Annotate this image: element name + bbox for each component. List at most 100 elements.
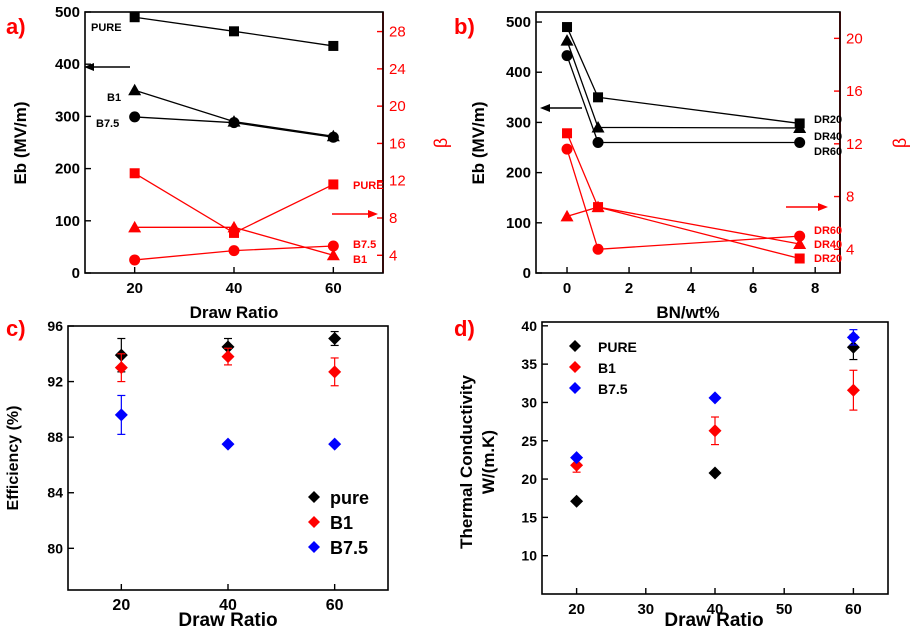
- data-point-pure: [328, 332, 342, 346]
- data-point-b7-5: [221, 437, 235, 451]
- x-tick-label: 20: [568, 601, 585, 618]
- y2-tick-label: 12: [389, 173, 406, 190]
- legend-label-b1: B1: [330, 513, 353, 533]
- y-tick-label: 96: [47, 318, 63, 334]
- series-line-dr40: [566, 40, 800, 129]
- panel-a-frame: [84, 11, 384, 274]
- data-point-dr40: [591, 120, 605, 133]
- y-tick-label: 100: [506, 215, 531, 232]
- data-point-dr60: [561, 50, 573, 62]
- series-line-b1: [134, 89, 334, 137]
- panel-label-c: c): [6, 316, 26, 341]
- panel-label-d: d): [454, 316, 475, 341]
- data-point-b7-5: [328, 437, 342, 451]
- data-point-b1: [221, 350, 235, 364]
- label-b7-5: B7.5: [96, 118, 119, 130]
- panel-d: d) 20 30 40 50 60 10 15 20 25 30 35 40 Draw Ratio T…: [454, 316, 889, 631]
- legend-marker-pure: [569, 340, 581, 352]
- y2-tick-label: 12: [846, 136, 863, 153]
- data-point-b1: [846, 383, 860, 397]
- data-point-b1: [114, 361, 128, 375]
- x-tick-label: 6: [749, 280, 757, 297]
- label-b7-5-beta: B7.5: [353, 239, 376, 251]
- series-line-dr60: [566, 148, 800, 250]
- panel-a-xlabel: Draw Ratio: [190, 303, 279, 322]
- data-point-b1: [326, 248, 340, 261]
- legend-marker-b7-5: [569, 382, 581, 394]
- panel-b-plot: 0 2 4 6 8 0 100 200 300 400 500 4 8 12 16 20: [506, 12, 863, 297]
- y2-tick-label: 16: [389, 135, 406, 152]
- y2-tick-label: 20: [389, 98, 406, 115]
- label-b1: B1: [107, 92, 121, 104]
- panel-d-ylabel-line2: W/(m.K): [479, 430, 498, 494]
- label-dr60: DR60: [814, 146, 842, 158]
- data-point-b7-5: [570, 451, 584, 465]
- y-tick-label: 25: [521, 433, 537, 449]
- panel-c-legend: pure B1 B7.5: [308, 488, 369, 558]
- data-point-pure: [129, 12, 140, 23]
- y-tick-label: 20: [521, 471, 537, 487]
- y-tick-label: 500: [506, 14, 531, 31]
- y2-tick-label: 24: [389, 61, 406, 78]
- x-tick-label: 40: [226, 280, 243, 297]
- data-point-b7-5: [129, 111, 141, 123]
- y2-tick-label: 8: [846, 189, 854, 206]
- data-point-dr40: [793, 121, 807, 133]
- data-point-pure: [328, 40, 339, 51]
- left-axis-arrow: [540, 104, 582, 112]
- data-point-b1: [128, 83, 142, 96]
- data-point-pure: [129, 168, 140, 179]
- label-dr20-beta: DR20: [814, 253, 842, 265]
- data-point-dr40: [560, 34, 574, 46]
- panel-d-plot: 20 30 40 50 60 10 15 20 25 30 35 40: [521, 318, 861, 618]
- panel-b-y2label: β: [890, 138, 910, 148]
- panel-d-legend: PURE B1 B7.5: [569, 339, 637, 397]
- y-tick-label: 30: [521, 394, 537, 410]
- data-point-pure: [708, 466, 722, 480]
- left-axis-arrow: [84, 63, 130, 71]
- x-tick-label: 8: [811, 280, 819, 297]
- panel-b-xlabel: BN/wt%: [656, 303, 719, 322]
- data-point-b1: [570, 458, 584, 472]
- y-tick-label: 500: [55, 4, 80, 21]
- data-point-dr20: [562, 128, 573, 139]
- y-tick-label: 92: [47, 374, 63, 390]
- series-line-dr20: [566, 26, 800, 125]
- data-point-b1: [128, 220, 142, 233]
- legend-marker-pure: [308, 491, 320, 503]
- label-dr20: DR20: [814, 114, 842, 126]
- panel-b-frame: [535, 11, 841, 274]
- data-point-dr60: [592, 243, 604, 255]
- data-point-b7-5: [327, 240, 339, 252]
- y-tick-label: 300: [506, 114, 531, 131]
- data-point-dr20: [562, 22, 573, 33]
- label-pure-beta: PURE: [353, 180, 384, 192]
- label-pure: PURE: [91, 22, 122, 34]
- y-tick-label: 400: [506, 64, 531, 81]
- data-point-pure: [846, 340, 860, 354]
- label-dr40-beta: DR40: [814, 239, 842, 251]
- data-point-pure: [570, 494, 584, 508]
- legend-marker-b7-5: [308, 541, 320, 553]
- data-point-pure: [328, 179, 339, 190]
- data-point-pure: [229, 227, 239, 238]
- y-tick-label: 35: [521, 356, 537, 372]
- x-tick-label: 0: [563, 280, 571, 297]
- y-tick-label: 100: [55, 213, 80, 230]
- data-point-b7-5: [708, 391, 722, 405]
- data-point-dr40: [591, 200, 605, 213]
- data-point-b7-5: [228, 245, 240, 257]
- x-tick-label: 2: [625, 280, 633, 297]
- legend-label-pure: PURE: [598, 339, 637, 355]
- y-tick-label: 0: [72, 265, 80, 282]
- label-dr40: DR40: [814, 131, 842, 143]
- data-point-dr20: [593, 92, 604, 103]
- x-tick-label: 20: [126, 280, 143, 297]
- y-tick-label: 80: [47, 540, 63, 556]
- data-point-b7-5: [846, 330, 860, 344]
- data-point-b7-5: [327, 131, 339, 143]
- y-tick-label: 40: [521, 318, 537, 334]
- data-point-b7-5: [129, 254, 141, 266]
- series-line-dr20: [566, 133, 800, 260]
